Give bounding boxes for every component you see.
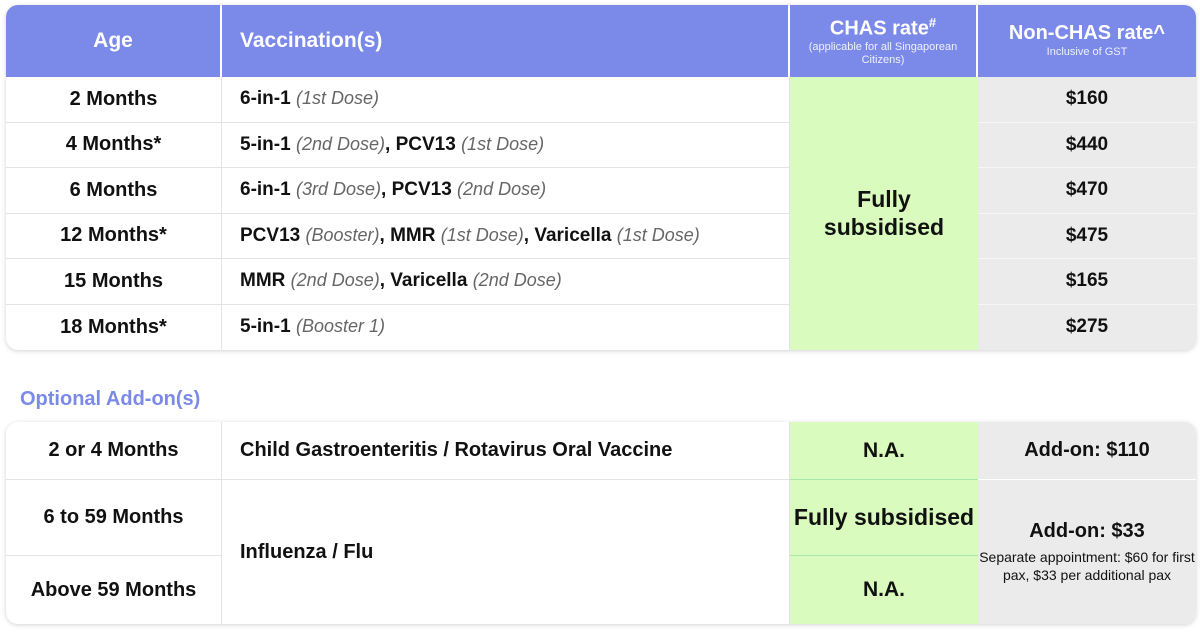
chas-rate-cell: Fully subsidised xyxy=(790,77,978,350)
vaccine-dose: (Booster 1) xyxy=(295,316,386,337)
vaccine-dose: (1st Dose) xyxy=(295,88,379,109)
table-row: 6 Months 6-in-1 (3rd Dose), PCV13 (2nd Do… xyxy=(6,168,1196,214)
vaccine-name: PCV13 xyxy=(240,224,301,246)
chas-rate-note: (applicable for all Singaporean Citizens… xyxy=(808,41,958,66)
addon-chas-rate: N.A. xyxy=(790,556,978,624)
age-cell: 18 Months* xyxy=(6,304,222,350)
vaccination-cell: MMR (2nd Dose), Varicella (2nd Dose) xyxy=(222,259,790,305)
addon-price: Add-on: $33 xyxy=(1029,520,1145,542)
vaccination-column-header: Vaccination(s) xyxy=(222,5,790,77)
vaccination-schedule-table: Age Vaccination(s) CHAS rate# (applicabl… xyxy=(6,5,1196,350)
addon-age: Above 59 Months xyxy=(6,556,222,624)
non-chas-price-cell: $470 xyxy=(978,168,1196,214)
vaccine-name: 6-in-1 xyxy=(240,179,291,201)
optional-addons-heading: Optional Add-on(s) xyxy=(20,388,201,410)
non-chas-price-cell: $440 xyxy=(978,122,1196,168)
vaccine-separator: , xyxy=(385,133,396,155)
vaccination-cell: 5-in-1 (Booster 1) xyxy=(222,304,790,350)
vaccine-name: Varicella xyxy=(390,270,468,292)
vaccine-separator: , xyxy=(381,179,392,201)
non-chas-rate-note: Inclusive of GST xyxy=(1046,46,1128,59)
vaccine-dose: (1st Dose) xyxy=(616,224,700,245)
non-chas-rate-column-header: Non-CHAS rate^ Inclusive of GST xyxy=(978,5,1196,77)
table-row: 15 Months MMR (2nd Dose), Varicella (2nd … xyxy=(6,259,1196,305)
vaccine-name: 5-in-1 xyxy=(240,133,291,155)
age-cell: 12 Months* xyxy=(6,213,222,259)
vaccine-dose: (2nd Dose) xyxy=(295,133,386,154)
non-chas-price-cell: $475 xyxy=(978,213,1196,259)
vaccination-cell: 6-in-1 (3rd Dose), PCV13 (2nd Dose) xyxy=(222,168,790,214)
vaccine-separator: , xyxy=(379,224,391,246)
age-cell: 2 Months xyxy=(6,77,222,123)
optional-addons-table: 2 or 4 Months Child Gastroenteritis / Ro… xyxy=(6,422,1196,624)
age-cell: 4 Months* xyxy=(6,122,222,168)
chas-rate-column-header: CHAS rate# (applicable for all Singapore… xyxy=(790,5,978,77)
table-row: 2 Months 6-in-1 (1st Dose) Fully subsidise… xyxy=(6,77,1196,350)
vaccine-name: Varicella xyxy=(534,224,612,246)
age-column-header: Age xyxy=(6,5,222,77)
table-row: 2 or 4 Months Child Gastroenteritis / Ro… xyxy=(6,422,1196,480)
addon-price-note: Separate appointment: $60 for first pax,… xyxy=(979,549,1195,583)
vaccine-name: 5-in-1 xyxy=(240,316,291,338)
vaccine-name: PCV13 xyxy=(391,179,452,201)
vaccine-name: PCV13 xyxy=(395,133,456,155)
non-chas-rate-label: Non-CHAS rate^ xyxy=(1008,22,1166,45)
age-cell: 15 Months xyxy=(6,259,222,305)
addon-non-chas-rate: Add-on: $110 xyxy=(978,422,1196,480)
vaccine-dose: (Booster) xyxy=(305,224,380,245)
addon-vaccine: Influenza / Flu xyxy=(222,480,790,624)
table-row: 6 to 59 Months Influenza / Flu Fully sub… xyxy=(6,480,1196,624)
table-row: 18 Months* 5-in-1 (Booster 1) $275 xyxy=(6,304,1196,350)
addon-chas-rate: N.A. xyxy=(790,422,978,480)
addon-age: 2 or 4 Months xyxy=(6,422,222,480)
chas-rate-label: CHAS rate xyxy=(829,17,929,40)
table-row: 12 Months* PCV13 (Booster), MMR (1st Dose… xyxy=(6,213,1196,259)
vaccine-name: MMR xyxy=(390,224,436,246)
addon-vaccine: Child Gastroenteritis / Rotavirus Oral V… xyxy=(222,422,790,480)
vaccine-name: 6-in-1 xyxy=(240,88,291,110)
vaccine-dose: (2nd Dose) xyxy=(290,270,380,291)
table-row: Above 59 Months N.A. xyxy=(6,556,1196,624)
vaccination-cell: PCV13 (Booster), MMR (1st Dose), Varicel… xyxy=(222,213,790,259)
chas-rate-mark: # xyxy=(928,14,937,30)
vaccine-name: MMR xyxy=(240,270,286,292)
addon-chas-rate: Fully subsidised xyxy=(790,480,978,556)
non-chas-price-cell: $165 xyxy=(978,259,1196,305)
vaccine-dose: (3rd Dose) xyxy=(295,179,381,200)
vaccine-dose: (1st Dose) xyxy=(461,133,545,154)
vaccine-dose: (2nd Dose) xyxy=(472,270,562,291)
non-chas-price-cell: $275 xyxy=(978,304,1196,350)
addon-non-chas-rate: Add-on: $33 Separate appointment: $60 fo… xyxy=(978,480,1196,624)
vaccine-separator: , xyxy=(523,224,535,246)
vaccination-cell: 5-in-1 (2nd Dose), PCV13 (1st Dose) xyxy=(222,122,790,168)
vaccine-dose: (1st Dose) xyxy=(440,224,524,245)
addon-age: 6 to 59 Months xyxy=(6,480,222,556)
vaccination-cell: 6-in-1 (1st Dose) xyxy=(222,77,790,123)
vaccine-dose: (2nd Dose) xyxy=(457,179,547,200)
non-chas-price-cell: $160 xyxy=(978,77,1196,123)
table-row: 4 Months* 5-in-1 (2nd Dose), PCV13 (1st D… xyxy=(6,122,1196,168)
vaccine-separator: , xyxy=(379,270,391,292)
age-cell: 6 Months xyxy=(6,168,222,214)
